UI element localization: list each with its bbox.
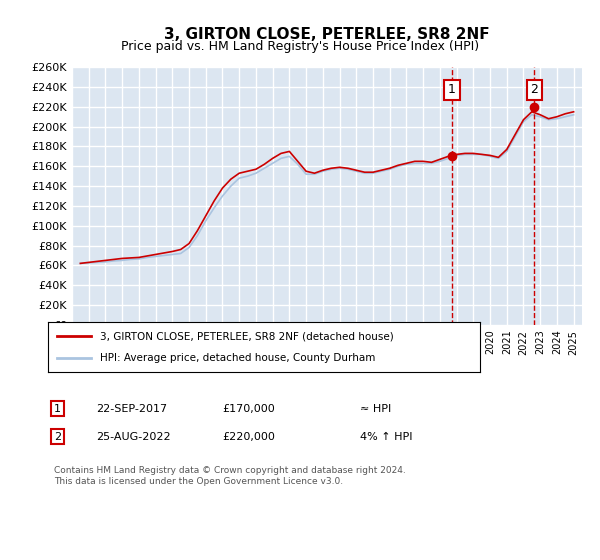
Text: 25-AUG-2022: 25-AUG-2022 [96,432,170,442]
Text: This data is licensed under the Open Government Licence v3.0.: This data is licensed under the Open Gov… [54,477,343,487]
Text: 4% ↑ HPI: 4% ↑ HPI [360,432,413,442]
Text: 22-SEP-2017: 22-SEP-2017 [96,404,167,414]
Text: Price paid vs. HM Land Registry's House Price Index (HPI): Price paid vs. HM Land Registry's House … [121,40,479,53]
Text: £170,000: £170,000 [222,404,275,414]
Text: 2: 2 [530,83,538,96]
Text: 2: 2 [54,432,61,442]
Text: ≈ HPI: ≈ HPI [360,404,391,414]
Text: Contains HM Land Registry data © Crown copyright and database right 2024.: Contains HM Land Registry data © Crown c… [54,466,406,475]
Text: 1: 1 [448,83,456,96]
Text: 1: 1 [54,404,61,414]
Text: HPI: Average price, detached house, County Durham: HPI: Average price, detached house, Coun… [100,353,375,363]
Title: 3, GIRTON CLOSE, PETERLEE, SR8 2NF: 3, GIRTON CLOSE, PETERLEE, SR8 2NF [164,27,490,43]
Text: £220,000: £220,000 [222,432,275,442]
Text: 3, GIRTON CLOSE, PETERLEE, SR8 2NF (detached house): 3, GIRTON CLOSE, PETERLEE, SR8 2NF (deta… [100,331,394,341]
